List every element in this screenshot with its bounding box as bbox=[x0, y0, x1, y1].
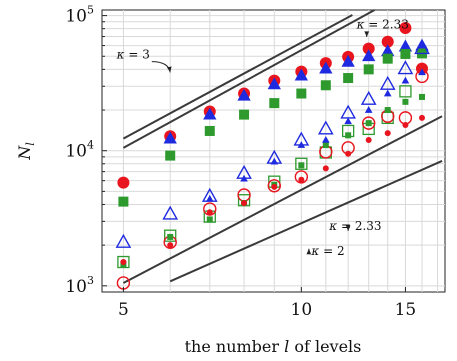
y-tick-label: 103 bbox=[65, 274, 94, 297]
data-point-small-dot bbox=[241, 200, 247, 206]
data-point-small-dot bbox=[120, 259, 126, 265]
data-point-small-dot bbox=[366, 137, 372, 143]
data-point-small-dot bbox=[271, 184, 277, 190]
data-point-small-square bbox=[207, 216, 213, 222]
data-point-small-dot bbox=[402, 122, 408, 128]
annotation-label: κ = 2.33 bbox=[328, 219, 381, 233]
data-point-small-square bbox=[402, 99, 408, 105]
plot-area: κ = 2.33 κ = 3 κ = 2.33 κ = 2 bbox=[102, 10, 445, 292]
data-point-small-square bbox=[366, 120, 372, 126]
x-tick-label: 15 bbox=[395, 300, 417, 320]
annotation-label: κ = 3 bbox=[116, 48, 150, 62]
data-point-small-square bbox=[167, 234, 173, 240]
data-point-small-dot bbox=[323, 165, 329, 171]
data-point-small-dot bbox=[345, 151, 351, 157]
x-tick-label: 5 bbox=[118, 300, 129, 320]
annotation-label: κ = 2 bbox=[310, 244, 344, 258]
data-point-filled-square-large bbox=[269, 98, 279, 108]
x-axis-label: the number l of levels bbox=[185, 337, 362, 356]
data-point-small-square bbox=[419, 94, 425, 100]
data-point-filled-square-large bbox=[321, 80, 331, 90]
data-point-small-square bbox=[345, 132, 351, 138]
data-point-small-dot bbox=[167, 242, 173, 248]
data-point-small-dot bbox=[207, 209, 213, 215]
data-point-small-dot bbox=[419, 115, 425, 121]
data-point-small-dot bbox=[385, 130, 391, 136]
y-tick-label: 105 bbox=[65, 4, 94, 27]
data-point-filled-square-large bbox=[118, 197, 128, 207]
data-point-filled-square-large bbox=[205, 126, 215, 136]
y-tick-label: 104 bbox=[65, 139, 94, 162]
x-tick-label: 10 bbox=[291, 300, 313, 320]
y-axis-label: Nl bbox=[15, 142, 37, 161]
data-point-filled-square-large bbox=[165, 151, 175, 161]
data-point-small-dot bbox=[298, 177, 304, 183]
annotation-label: κ = 2.33 bbox=[356, 18, 409, 32]
data-point-small-square bbox=[323, 142, 329, 148]
data-point-small-square bbox=[298, 162, 304, 168]
data-point-filled-square-large bbox=[364, 64, 374, 74]
data-point-filled-square-large bbox=[239, 110, 249, 120]
data-point-filled-square-large bbox=[296, 89, 306, 99]
data-point-filled-square-large bbox=[400, 49, 410, 59]
data-point-small-square bbox=[385, 107, 391, 113]
data-point-filled-square-large bbox=[383, 54, 393, 64]
data-point-filled-square-large bbox=[343, 73, 353, 83]
data-point-filled-circle-large bbox=[117, 177, 129, 189]
